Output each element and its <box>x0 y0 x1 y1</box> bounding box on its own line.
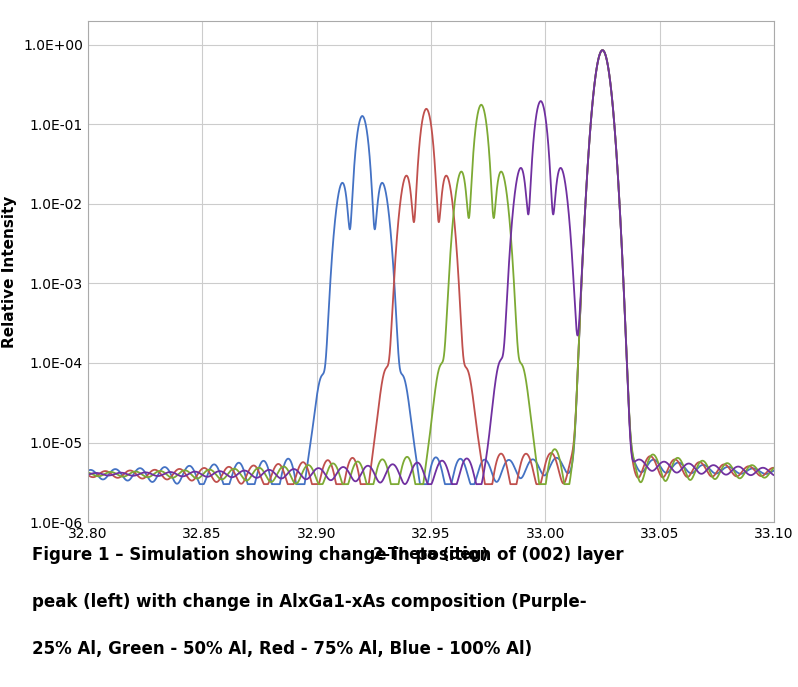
X-axis label: 2-Theta (deg): 2-Theta (deg) <box>373 547 488 561</box>
Text: 25% Al, Green - 50% Al, Red - 75% Al, Blue - 100% Al): 25% Al, Green - 50% Al, Red - 75% Al, Bl… <box>32 640 532 657</box>
Y-axis label: Relative Intensity: Relative Intensity <box>2 195 18 348</box>
Text: Figure 1 – Simulation showing change in position of (002) layer: Figure 1 – Simulation showing change in … <box>32 546 623 564</box>
Text: peak (left) with change in AlxGa1-xAs composition (Purple-: peak (left) with change in AlxGa1-xAs co… <box>32 593 587 611</box>
